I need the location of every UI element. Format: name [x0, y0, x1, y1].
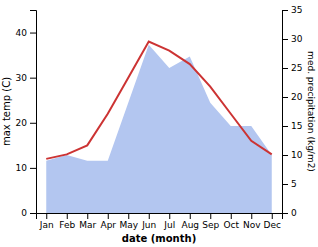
tick-label: 40 [16, 28, 28, 38]
tick: 40 [16, 28, 36, 38]
tick-mark [128, 213, 129, 219]
tick-label: 10 [16, 163, 28, 173]
tick-mark [169, 213, 170, 219]
tick: Mar [79, 213, 96, 230]
tick-label: May [119, 220, 138, 230]
tick: 15 [282, 121, 302, 131]
axis-line [37, 214, 283, 220]
tick-label: Feb [59, 220, 75, 230]
chart: Jan Feb Mar AprMayJun Jul AugSep Oct NovDec 0 10 2… [0, 0, 318, 247]
tick: 5 [282, 179, 297, 189]
tick-mark [67, 213, 68, 219]
tick: 30 [16, 73, 36, 83]
tick-mark [210, 213, 211, 219]
tick-label: Oct [223, 220, 239, 230]
tick-label: Aug [181, 220, 199, 230]
tick-label: 25 [291, 63, 302, 73]
tick-mark [251, 213, 252, 219]
tick-mark [108, 213, 109, 219]
tick-label: 30 [16, 73, 28, 83]
axis-line [283, 11, 289, 214]
tick-mark [87, 213, 88, 219]
tick-label: 35 [291, 5, 302, 15]
tick: Aug [181, 213, 199, 230]
tick-label: Jul [163, 220, 175, 230]
tick-mark [282, 213, 288, 214]
tick-label: 5 [291, 179, 297, 189]
tick: Jun [141, 213, 156, 230]
x-axis: Jan Feb Mar AprMayJun Jul AugSep Oct NovDec [37, 213, 283, 230]
tick: 20 [282, 92, 303, 102]
tick-label: Mar [79, 220, 96, 230]
tick: 0 [282, 208, 297, 218]
tick-label: 20 [16, 118, 28, 128]
tick-mark [282, 68, 288, 69]
tick-mark [30, 123, 36, 124]
y-axis: 0 10 20 30 40 [16, 11, 37, 219]
tick: 10 [282, 150, 303, 160]
tick-label: 0 [21, 208, 27, 218]
tick-mark [30, 33, 36, 34]
tick-label: Apr [100, 220, 116, 230]
tick: Apr [100, 213, 116, 230]
y2-axis-title: med. precipitation (kg/m2) [306, 51, 316, 172]
y2-axis: 0 5 10 15 20 25 30 35 [282, 5, 303, 218]
tick-mark [282, 126, 288, 127]
tick: May [119, 213, 138, 230]
tick-label: 20 [291, 92, 303, 102]
tick: Oct [223, 213, 239, 230]
plot-area: Jan Feb Mar AprMayJun Jul AugSep Oct NovDec 0 10 2… [16, 5, 303, 230]
line [46, 42, 272, 159]
tick-label: 10 [291, 150, 303, 160]
tick-mark [282, 97, 288, 98]
tick-label: 0 [291, 208, 297, 218]
tick: Jul [163, 213, 175, 230]
tick: Feb [59, 213, 75, 230]
marks [46, 42, 272, 213]
tick-mark [190, 213, 191, 219]
tick: 30 [282, 34, 303, 44]
tick-mark [282, 155, 288, 156]
tick: 0 [21, 208, 36, 218]
tick: 20 [16, 118, 36, 128]
tick-label: 30 [291, 34, 303, 44]
tick-mark [30, 213, 36, 214]
tick-mark [282, 184, 288, 185]
y-axis-title: max temp (C) [1, 77, 12, 146]
tick-mark [231, 213, 232, 219]
tick-label: Dec [264, 220, 281, 230]
tick: Nov [243, 213, 261, 230]
tick: 35 [282, 5, 302, 15]
area [46, 45, 272, 213]
tick-label: Sep [202, 220, 219, 230]
tick-label: Jun [141, 220, 156, 230]
tick-mark [282, 10, 288, 11]
tick: 10 [16, 163, 36, 173]
tick-mark [30, 168, 36, 169]
tick: Dec [264, 213, 281, 230]
tick: Jan [39, 213, 54, 230]
tick-label: Jan [39, 220, 54, 230]
tick-mark [46, 213, 47, 219]
x-axis-title: date (month) [122, 233, 196, 244]
tick-label: 15 [291, 121, 302, 131]
tick-mark [282, 39, 288, 40]
tick-mark [30, 78, 36, 79]
tick: Sep [202, 213, 219, 230]
tick-mark [272, 213, 273, 219]
tick-label: Nov [243, 220, 261, 230]
axis-line [30, 11, 37, 214]
tick-mark [149, 213, 150, 219]
tick: 25 [282, 63, 302, 73]
